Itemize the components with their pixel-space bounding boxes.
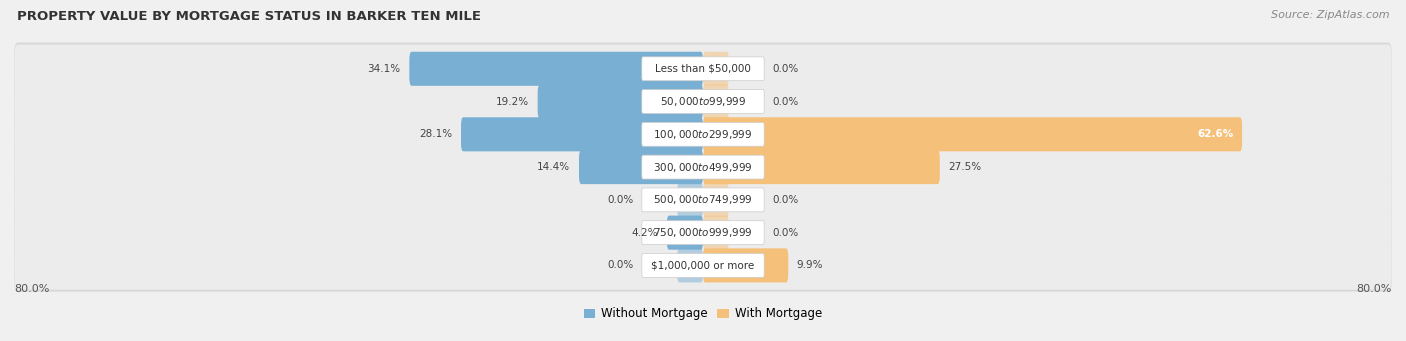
FancyBboxPatch shape xyxy=(14,176,1392,224)
Text: $750,000 to $999,999: $750,000 to $999,999 xyxy=(654,226,752,239)
FancyBboxPatch shape xyxy=(678,183,703,217)
FancyBboxPatch shape xyxy=(641,155,765,179)
FancyBboxPatch shape xyxy=(641,90,765,114)
FancyBboxPatch shape xyxy=(14,174,1392,226)
FancyBboxPatch shape xyxy=(641,57,765,81)
Text: 14.4%: 14.4% xyxy=(537,162,571,172)
FancyBboxPatch shape xyxy=(14,43,1392,95)
Text: Source: ZipAtlas.com: Source: ZipAtlas.com xyxy=(1271,10,1389,20)
FancyBboxPatch shape xyxy=(14,110,1392,159)
FancyBboxPatch shape xyxy=(14,239,1392,292)
Text: $100,000 to $299,999: $100,000 to $299,999 xyxy=(654,128,752,141)
FancyBboxPatch shape xyxy=(641,122,765,146)
FancyBboxPatch shape xyxy=(641,253,765,277)
Text: 80.0%: 80.0% xyxy=(14,284,49,294)
FancyBboxPatch shape xyxy=(537,85,703,119)
Text: 0.0%: 0.0% xyxy=(772,195,799,205)
FancyBboxPatch shape xyxy=(409,52,703,86)
FancyBboxPatch shape xyxy=(666,216,703,250)
Text: 0.0%: 0.0% xyxy=(772,64,799,74)
Text: 4.2%: 4.2% xyxy=(631,228,658,238)
Text: 62.6%: 62.6% xyxy=(1198,129,1233,139)
Text: 0.0%: 0.0% xyxy=(772,228,799,238)
FancyBboxPatch shape xyxy=(703,85,728,119)
FancyBboxPatch shape xyxy=(579,150,703,184)
FancyBboxPatch shape xyxy=(703,52,728,86)
Text: $500,000 to $749,999: $500,000 to $749,999 xyxy=(654,193,752,206)
FancyBboxPatch shape xyxy=(14,108,1392,161)
FancyBboxPatch shape xyxy=(14,45,1392,93)
FancyBboxPatch shape xyxy=(14,77,1392,126)
FancyBboxPatch shape xyxy=(14,143,1392,191)
Text: $1,000,000 or more: $1,000,000 or more xyxy=(651,261,755,270)
FancyBboxPatch shape xyxy=(703,248,789,282)
FancyBboxPatch shape xyxy=(14,206,1392,259)
Text: PROPERTY VALUE BY MORTGAGE STATUS IN BARKER TEN MILE: PROPERTY VALUE BY MORTGAGE STATUS IN BAR… xyxy=(17,10,481,23)
FancyBboxPatch shape xyxy=(641,188,765,212)
FancyBboxPatch shape xyxy=(703,216,728,250)
Text: 34.1%: 34.1% xyxy=(367,64,401,74)
Text: 0.0%: 0.0% xyxy=(607,261,634,270)
Text: 0.0%: 0.0% xyxy=(772,97,799,106)
Text: 0.0%: 0.0% xyxy=(607,195,634,205)
FancyBboxPatch shape xyxy=(703,150,939,184)
Text: $50,000 to $99,999: $50,000 to $99,999 xyxy=(659,95,747,108)
Text: 27.5%: 27.5% xyxy=(949,162,981,172)
Text: 28.1%: 28.1% xyxy=(419,129,453,139)
FancyBboxPatch shape xyxy=(703,183,728,217)
Legend: Without Mortgage, With Mortgage: Without Mortgage, With Mortgage xyxy=(579,303,827,325)
Text: $300,000 to $499,999: $300,000 to $499,999 xyxy=(654,161,752,174)
Text: 19.2%: 19.2% xyxy=(496,97,529,106)
FancyBboxPatch shape xyxy=(14,75,1392,128)
FancyBboxPatch shape xyxy=(14,141,1392,193)
Text: 80.0%: 80.0% xyxy=(1357,284,1392,294)
FancyBboxPatch shape xyxy=(703,117,1241,151)
FancyBboxPatch shape xyxy=(678,248,703,282)
FancyBboxPatch shape xyxy=(14,208,1392,257)
FancyBboxPatch shape xyxy=(461,117,703,151)
Text: Less than $50,000: Less than $50,000 xyxy=(655,64,751,74)
FancyBboxPatch shape xyxy=(641,221,765,244)
FancyBboxPatch shape xyxy=(14,241,1392,290)
Text: 9.9%: 9.9% xyxy=(797,261,824,270)
